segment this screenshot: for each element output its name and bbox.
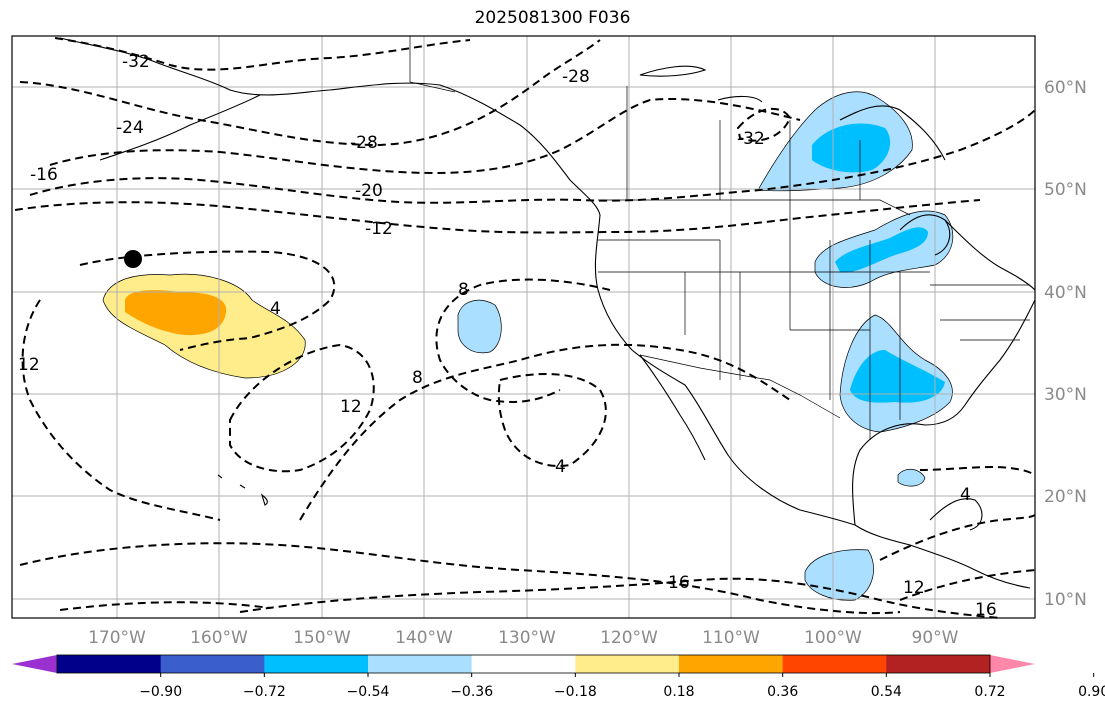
lon-label: 90°W (912, 628, 959, 648)
lat-label: 10°N (1044, 590, 1087, 610)
colorbar-tick-label: −0.90 (139, 684, 182, 700)
shading-layer (102, 91, 954, 601)
contour-label: 16 (975, 600, 997, 620)
longitude-labels: 170°W 160°W 150°W 140°W 130°W 120°W 110°… (88, 628, 959, 648)
west-coast (594, 214, 856, 526)
lon-label: 160°W (190, 628, 248, 648)
contour-label: 8 (412, 368, 423, 388)
colorbar-segment (160, 655, 265, 673)
lon-label: 100°W (804, 628, 862, 648)
colorbar-tick-label: 0.54 (871, 684, 902, 700)
negative-anomaly-canada-dark (812, 123, 891, 173)
coastlines (59, 37, 1036, 589)
political-borders (409, 36, 1030, 440)
contour-label: -28 (350, 133, 378, 153)
contour-label: -28 (562, 67, 590, 87)
contour-label: -32 (122, 52, 150, 72)
contour-label: 12 (903, 578, 925, 598)
colorbar-outline (56, 654, 991, 674)
hudson-bay-coast (839, 105, 946, 161)
contour-label: -12 (365, 219, 393, 239)
contour-label: 8 (458, 280, 469, 300)
contour-label: 4 (270, 299, 281, 319)
negative-anomaly-gulf-dark (850, 350, 945, 403)
positive-anomaly-dark (125, 290, 227, 336)
negative-anomaly-tropical (804, 549, 874, 601)
alaska-coast (59, 37, 601, 216)
colorbar-segment (57, 655, 162, 673)
contour-lines (14, 37, 1036, 619)
map-title: 2025081300 F036 (474, 8, 631, 28)
contour-label: 4 (960, 485, 971, 505)
contour-label: -16 (30, 165, 58, 185)
lon-label: 130°W (498, 628, 556, 648)
colorbar-extend-low (12, 655, 57, 673)
lon-label: 120°W (600, 628, 658, 648)
negative-anomaly-lakes-dark (835, 227, 928, 273)
negative-anomaly-pacific (457, 299, 502, 354)
lon-label: 110°W (702, 628, 760, 648)
contour-label: -32 (737, 129, 765, 149)
gulf-coast (852, 299, 1036, 526)
colorbar-tick-label: −0.36 (450, 684, 493, 700)
contour-label: 4 (555, 457, 566, 477)
colorbar-segment (782, 655, 887, 673)
negative-anomaly-caribbean (897, 469, 926, 487)
contour-labels: -32 -24 -16 -28 -28 -20 -12 -32 4 8 12 8… (18, 52, 997, 620)
colorbar-segment (886, 655, 991, 673)
lon-label: 170°W (88, 628, 146, 648)
lat-label: 40°N (1044, 283, 1087, 303)
colorbar: −0.90 −0.72 −0.54 −0.36 −0.18 0.18 0.36 0.54 0.7… (12, 654, 1105, 700)
lat-label: 30°N (1044, 385, 1087, 405)
lon-label: 140°W (395, 628, 453, 648)
colorbar-extend-high (990, 655, 1035, 673)
contour-label: 16 (668, 573, 690, 593)
baja-california (639, 354, 706, 461)
arctic-islands (639, 65, 763, 103)
central-america (854, 524, 1031, 589)
contour-label: -20 (355, 181, 383, 201)
colorbar-tick-label: −0.72 (243, 684, 286, 700)
lat-label: 20°N (1044, 487, 1087, 507)
colorbar-segment (575, 655, 680, 673)
colorbar-segment (368, 655, 473, 673)
lat-label: 50°N (1044, 180, 1087, 200)
colorbar-tick-label: 0.72 (974, 684, 1005, 700)
colorbar-tick-label: 0.36 (767, 684, 798, 700)
colorbar-tick-label: 0.90 (1078, 684, 1105, 700)
graticule (12, 36, 1035, 618)
colorbar-tick-label: −0.54 (347, 684, 390, 700)
state-lines (598, 200, 1030, 440)
location-marker (124, 250, 142, 268)
colorbar-segment (471, 655, 576, 673)
hawaii-islands (217, 474, 268, 506)
alaska-border (409, 36, 456, 93)
canada-provinces (626, 86, 861, 200)
lon-label: 150°W (293, 628, 351, 648)
aleutian-chain (99, 94, 261, 161)
colorbar-segment (264, 655, 369, 673)
colorbar-segment (679, 655, 784, 673)
colorbar-tick-label: 0.18 (663, 684, 694, 700)
lat-label: 60°N (1044, 78, 1087, 98)
us-canada-border (598, 199, 911, 216)
contour-label: 12 (340, 397, 362, 417)
map-border (11, 35, 1036, 619)
colorbar-tick-label: −0.18 (554, 684, 597, 700)
latitude-labels: 60°N 50°N 40°N 30°N 20°N 10°N (1044, 78, 1087, 610)
contour-label: 12 (18, 355, 40, 375)
contour-label: -24 (116, 118, 144, 138)
